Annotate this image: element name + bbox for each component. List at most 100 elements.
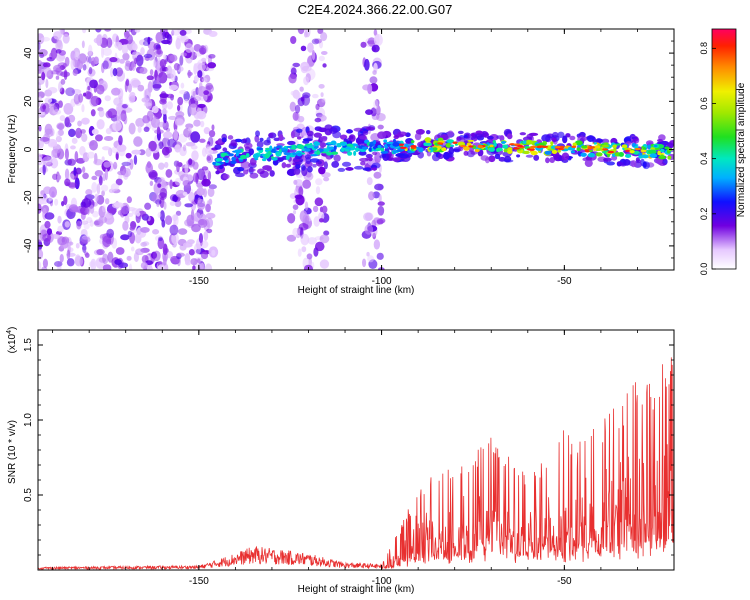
heatmap-cell [309,158,320,163]
heatmap-cell [259,137,264,142]
heatmap-cell [121,161,131,167]
heatmap-cell [263,139,271,146]
heatmap-cell [52,109,62,115]
heatmap-cell [113,97,122,106]
heatmap-cell [367,83,373,95]
heatmap-cell [55,39,63,52]
heatmap-cell [576,147,581,152]
heatmap-cell [312,93,319,99]
heatmap-cell [162,131,173,139]
heatmap-cell [234,149,243,153]
heatmap-cell [278,134,284,142]
heatmap-cell [156,45,162,55]
heatmap-cell [266,166,272,172]
heatmap-cell [375,147,382,151]
heatmap-cell [54,261,63,267]
y-tick-label: -40 [23,238,34,253]
heatmap-cell [305,157,312,165]
heatmap-cell [314,197,324,207]
heatmap-cell [454,143,458,146]
heatmap-cell [294,104,301,114]
heatmap-cell [106,228,115,239]
heatmap-cell [393,135,399,140]
heatmap-cell [292,111,299,121]
heatmap-cell [70,145,76,150]
heatmap-cell [140,261,148,270]
heatmap-cell [374,183,384,191]
heatmap-cell [119,58,125,64]
heatmap-cell [106,37,113,49]
heatmap-cell [290,130,296,139]
heatmap-cell [649,147,655,150]
snr-y-label: SNR (10 * v/v) [7,420,18,484]
heatmap-cell [221,152,228,156]
heatmap-cell [415,129,425,135]
heatmap-cell [72,69,78,76]
y-tick-label: 1.0 [23,413,34,427]
heatmap-cell [235,172,245,178]
heatmap-cell [107,108,118,119]
heatmap-cell [572,142,577,147]
heatmap-cell [73,93,81,105]
heatmap-cell [361,258,367,268]
heatmap-cell [47,87,58,94]
heatmap-cell [64,168,70,181]
heatmap-cell [333,145,337,151]
heatmap-cell [463,145,470,151]
heatmap-cell [83,222,90,230]
heatmap-cell [177,96,184,106]
heatmap-cell [314,38,322,44]
heatmap-cell [118,262,129,269]
x-tick-label: -100 [372,276,392,287]
heatmap-cell [190,258,198,266]
heatmap-cell [164,248,169,253]
heatmap-cell [205,217,214,228]
heatmap-cell [67,158,76,166]
heatmap-cell [192,265,196,270]
heatmap-cell [526,139,533,145]
colorbar-tick-label: 0.8 [699,42,709,55]
heatmap-cell [649,153,658,158]
heatmap-cell [183,91,190,102]
heatmap-cell [640,149,647,153]
heatmap-cell [143,102,152,107]
heatmap-cell [184,163,189,174]
heatmap-cell [68,204,79,213]
snr-exponent-base: (x10 [7,333,18,353]
heatmap-cell [102,264,112,270]
heatmap-cell [318,166,326,175]
heatmap-cell [641,154,649,159]
heatmap-cell [214,144,222,150]
heatmap-cell [96,84,105,95]
heatmap-cell [93,158,103,166]
snr-x-ticks: -150 -100 -50 [52,330,675,587]
colorbar-tick-label: 0.4 [699,152,709,165]
heatmap-cell [159,187,168,198]
heatmap-cell [85,189,93,196]
heatmap-cell [128,263,133,270]
heatmap-cell [377,124,384,130]
heatmap-cell [123,30,130,38]
heatmap-cell [152,59,157,68]
heatmap-cell [493,142,497,147]
heatmap-cell [98,175,103,186]
heatmap-cell [142,40,151,46]
heatmap-cell [171,29,175,36]
heatmap-cell [203,231,209,241]
heatmap-cell [184,43,194,53]
heatmap-cell [607,150,615,154]
heatmap-cell [276,145,282,149]
heatmap-cell [87,85,91,91]
heatmap-cell [373,99,379,110]
heatmap-cell [653,144,658,148]
heatmap-cell [63,195,68,206]
heatmap-cell [112,67,118,77]
heatmap-cell [296,152,303,157]
heatmap-cell [203,94,208,101]
heatmap-cell [562,135,568,144]
heatmap-cell [152,84,162,89]
heatmap-cell [295,163,301,169]
heatmap-cell [313,145,319,149]
heatmap-cell [348,134,356,142]
heatmap-cell [522,140,528,145]
